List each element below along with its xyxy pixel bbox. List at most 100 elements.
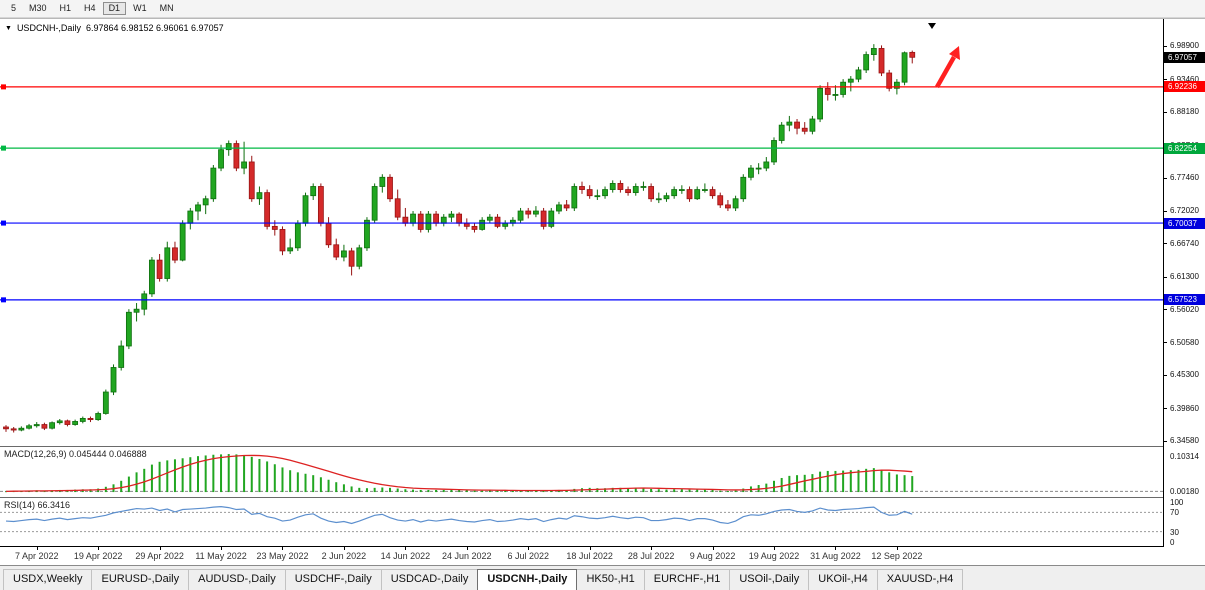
price-tick-label: 6.34580 [1170,436,1199,446]
macd-label: MACD(12,26,9) 0.045444 0.046888 [4,449,147,459]
chart-tab-ukoil-h4[interactable]: UKOil-,H4 [808,569,878,590]
time-tick-mark [528,547,530,550]
time-tick-mark [98,547,100,550]
timeframe-button-mn[interactable]: MN [159,3,174,13]
date-label: 2 Jun 2022 [321,551,367,561]
chart-title: ▼ USDCNH-,Daily 6.97864 6.98152 6.96061 … [5,23,224,33]
date-label: 31 Aug 2022 [810,551,861,561]
date-label: 14 Jun 2022 [380,551,431,561]
price-tick-label: 6.39860 [1170,403,1199,413]
chart-tab-usoil-daily[interactable]: USOil-,Daily [729,569,810,590]
horizontal-level-lines[interactable] [0,84,1163,303]
chart-tab-eurusd-daily[interactable]: EURUSD-,Daily [91,569,190,590]
price-tick-label: 6.66740 [1170,238,1199,248]
date-label: 24 Jun 2022 [442,551,492,561]
time-tick-mark [159,547,161,550]
price-tag-blue-line-2: 6.57523 [1164,294,1205,306]
timeframe-button-m30[interactable]: M30 [29,3,47,13]
time-axis-line [0,546,1164,547]
date-label: 7 Apr 2022 [14,551,59,561]
price-tag-green-line: 6.82254 [1164,142,1205,154]
time-tick-mark [896,547,898,550]
time-tick-mark [651,547,653,550]
time-tick-mark [466,547,468,550]
rsi-axis-label: 70 [1170,508,1179,518]
main-chart-pane[interactable] [0,19,1163,446]
price-tick-mark [1164,45,1167,47]
time-tick-mark [343,547,345,550]
price-tick-mark [1164,309,1167,311]
timeframe-toolbar: 5 M30 H1 H4 D1 W1 MN [0,0,1205,18]
date-label: 12 Sep 2022 [871,551,923,561]
rsi-axis-label: 30 [1170,527,1179,537]
price-tick-mark [1164,408,1167,410]
date-label: 23 May 2022 [256,551,309,561]
time-tick-mark [835,547,837,550]
scroll-end-marker-icon[interactable] [928,23,936,29]
timeframe-button-5[interactable]: 5 [11,3,17,13]
date-label: 18 Jul 2022 [566,551,613,561]
price-tick-label: 6.61300 [1170,272,1199,282]
time-tick-mark [36,547,38,550]
candlestick-series [3,44,916,433]
chart-ohlc-values: 6.97864 6.98152 6.96061 6.97057 [85,23,224,33]
price-tick-mark [1164,210,1167,212]
chart-tab-xauusd-h4[interactable]: XAUUSD-,H4 [876,569,964,590]
chart-tab-usdchf-daily[interactable]: USDCHF-,Daily [284,569,382,590]
chart-tab-audusd-daily[interactable]: AUDUSD-,Daily [188,569,286,590]
date-label: 6 Jul 2022 [507,551,550,561]
price-tick-label: 6.77460 [1170,173,1199,183]
price-tick-label: 6.98900 [1170,41,1199,51]
date-label: 29 Apr 2022 [135,551,184,561]
price-tick-mark [1164,177,1167,179]
date-label: 28 Jul 2022 [627,551,675,561]
macd-pane[interactable]: MACD(12,26,9) 0.045444 0.046888 [0,447,1163,497]
chart-tab-hk50-h1[interactable]: HK50-,H1 [576,569,645,590]
macd-axis-label: 0.10314 [1170,451,1199,461]
pane-separator[interactable] [0,497,1164,498]
timeframe-button-h4[interactable]: H4 [84,3,96,13]
time-axis[interactable]: 7 Apr 2022 19 Apr 2022 29 Apr 2022 11 May 2… [0,547,1163,565]
chart-tab-usdcad-daily[interactable]: USDCAD-,Daily [380,569,479,590]
rsi-axis-label: 100 [1170,498,1184,507]
time-tick-mark [712,547,714,550]
time-tick-mark [221,547,223,550]
price-tick-label: 6.56020 [1170,304,1199,314]
chart-tab-usdcnh-daily[interactable]: USDCNH-,Daily [477,569,578,590]
price-tick-mark [1164,276,1167,278]
symbol-dropdown-icon[interactable]: ▼ [5,24,12,32]
price-tick-label: 6.88180 [1170,107,1199,117]
price-tick-label: 6.93460 [1170,74,1199,84]
pane-separator[interactable] [0,446,1164,447]
time-tick-mark [774,547,775,550]
timeframe-button-w1[interactable]: W1 [133,3,147,13]
macd-axis-label: 0.00180 [1170,487,1199,497]
rsi-pane[interactable]: RSI(14) 66.3416 [0,498,1163,546]
rsi-label: RSI(14) 66.3416 [4,500,71,510]
macd-signal-line [5,454,913,493]
candlestick-chart[interactable] [0,19,1163,446]
rsi-line [5,506,913,525]
date-label: 9 Aug 2022 [689,551,736,561]
chart-window: ▼ USDCNH-,Daily 6.97864 6.98152 6.96061 … [0,18,1205,565]
time-tick-mark [405,547,407,550]
price-tag-blue-line-1: 6.70037 [1164,217,1205,229]
red-arrow-annotation[interactable] [935,46,960,89]
price-tick-label: 6.72020 [1170,206,1199,216]
price-tick-mark [1164,374,1167,376]
price-tick-mark [1164,79,1167,81]
timeframe-button-h1[interactable]: H1 [59,3,72,13]
price-axis[interactable]: 6.989006.934606.881806.827406.774606.720… [1163,19,1205,547]
chart-tab-usdx-weekly[interactable]: USDX,Weekly [3,569,93,590]
date-label: 11 May 2022 [195,551,247,561]
macd-chart[interactable] [0,447,1163,497]
price-tick-mark [1164,111,1167,113]
timeframe-button-d1[interactable]: D1 [102,2,127,15]
price-tick-mark [1164,243,1167,245]
rsi-chart[interactable] [0,498,1163,546]
time-tick-mark [589,547,591,550]
price-tick-label: 6.45300 [1170,370,1199,380]
price-tick-label: 6.50580 [1170,337,1199,347]
chart-tab-bar: USDX,Weekly EURUSD-,Daily AUDUSD-,Daily USD… [0,565,1205,590]
chart-tab-eurchf-h1[interactable]: EURCHF-,H1 [643,569,731,590]
